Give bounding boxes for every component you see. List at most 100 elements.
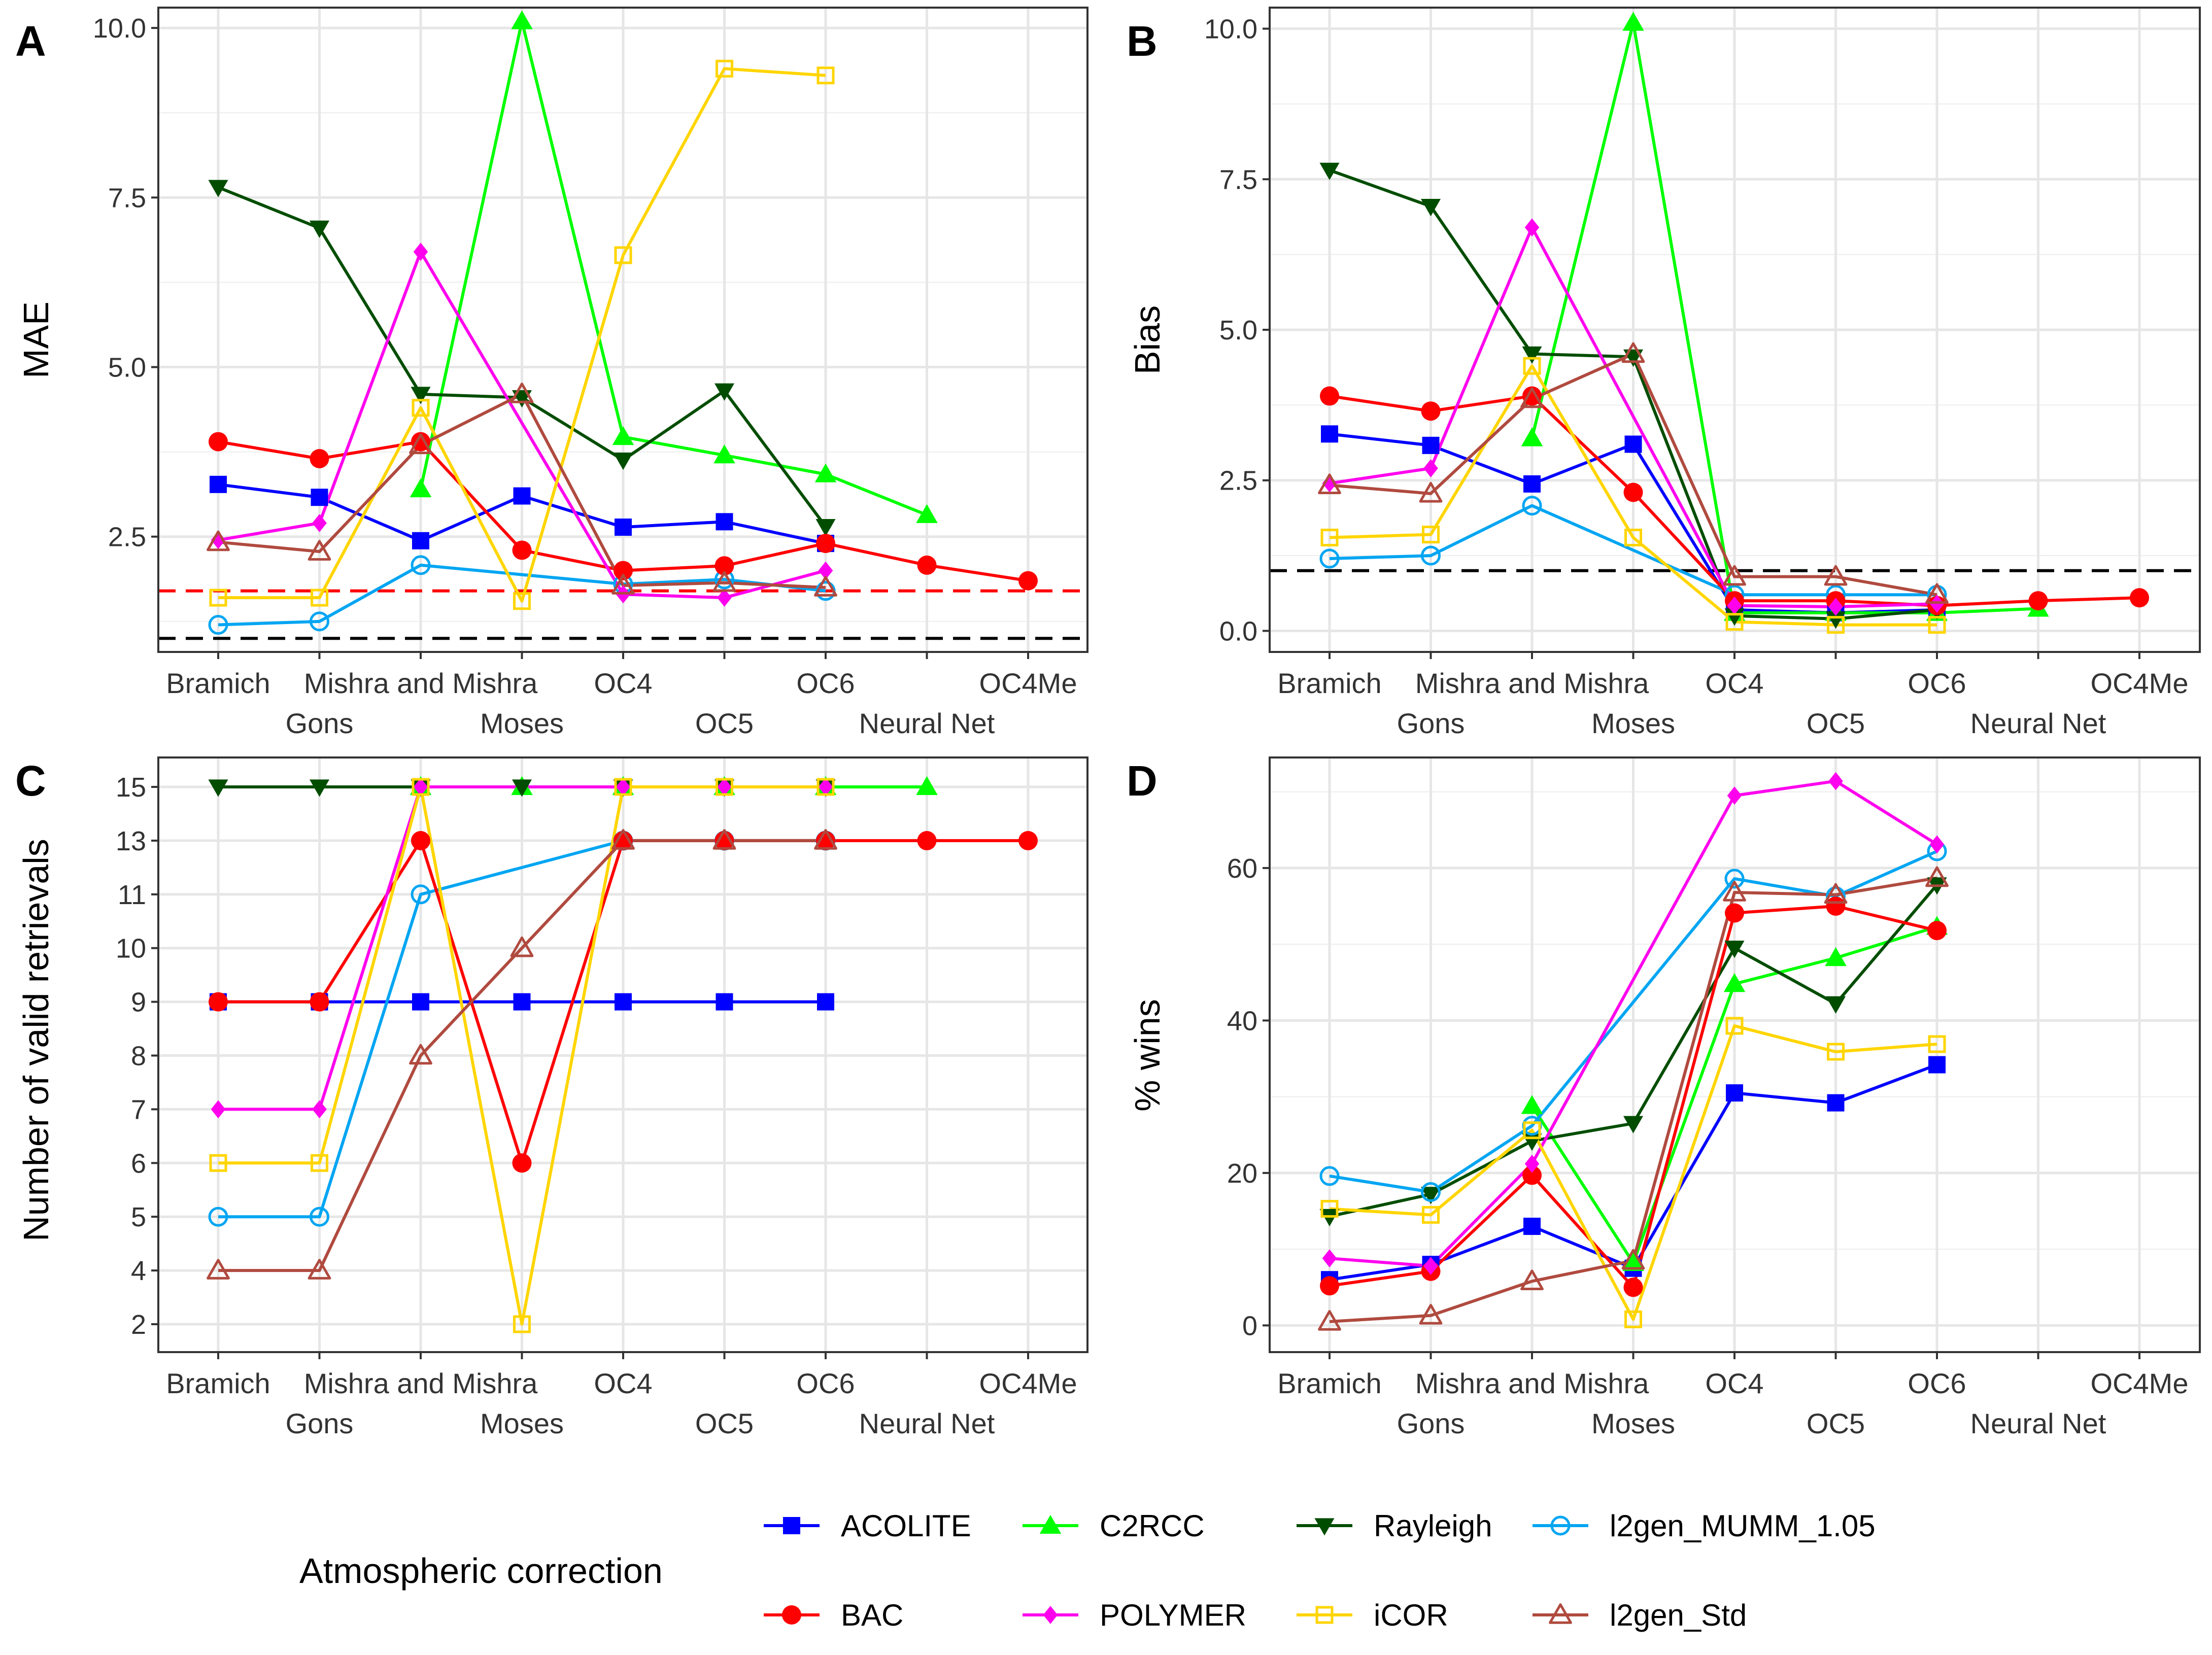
panel-d-point-bac (1927, 921, 1947, 941)
panel-d-point-l2gen-std (1419, 1303, 1443, 1325)
panel-d-point-polymer (1929, 835, 1945, 854)
panel-b-y-tick-label: 5.0 (1219, 315, 1257, 346)
panel-c-y-tick-label: 15 (116, 772, 146, 803)
panel-c-x-tick-label: Neural Net (859, 1407, 995, 1439)
panel-d-point-l2gen-std (1621, 1249, 1645, 1270)
panel-b-x-tick-label: Mishra and Mishra (1415, 667, 1649, 699)
panel-b-point-acolite (1422, 436, 1440, 454)
legend-label-acolite: ACOLITE (841, 1509, 971, 1543)
panel-a-point-acolite (513, 487, 531, 505)
panel-b-y-tick-label: 2.5 (1219, 466, 1257, 496)
panel-b-point-l2gen-mumm-1-05 (1421, 545, 1441, 566)
y-axis-title-d: % wins (1128, 999, 1167, 1112)
panel-c-point-acolite (716, 993, 733, 1011)
y-axis-title-b: Bias (1128, 305, 1167, 374)
panel-c-y-tick-label: 11 (118, 880, 146, 910)
legend-label-c2rcc: C2RCC (1100, 1509, 1205, 1543)
panel-a-x-tick-label: Moses (480, 707, 564, 739)
panel-a-point-icor (513, 592, 531, 610)
panel-c-y-tick-label: 9 (131, 987, 146, 1018)
panel-a-point-acolite (311, 489, 328, 506)
panel-b-point-bac (1320, 386, 1339, 406)
panel-d-point-icor (1320, 1200, 1339, 1218)
panel-d-plot: 0 20 40 60 Bramich Gons Mishra and Mishra Moses… (1227, 756, 2201, 1439)
panel-a-point-l2gen-std (207, 530, 230, 551)
panel-a-line-icor (218, 67, 826, 603)
panel-a-point-bac (614, 561, 633, 580)
panel-c-point-icor (816, 778, 835, 796)
panel-a-point-rayleigh (815, 519, 836, 537)
panel-d-point-bac (1826, 897, 1846, 916)
panel-b-point-l2gen-std (1318, 473, 1341, 495)
panel-c-point-l2gen-mumm-1-05 (208, 1206, 228, 1227)
legend-key-marker-l2gen-mumm-1-05 (1550, 1515, 1571, 1536)
panel-a-x-tick-label: OC5 (695, 707, 754, 739)
panel-a-x-tick-label: Neural Net (859, 707, 995, 739)
panel-c-point-l2gen-std (814, 829, 837, 850)
panel-d-point-acolite (1928, 1056, 1946, 1074)
legend-label-l2gen-mumm-1-05: l2gen_MUMM_1.05 (1610, 1509, 1876, 1543)
panel-d-x-tick-label: OC5 (1807, 1407, 1865, 1439)
panel-a-point-bac (411, 432, 430, 452)
panel-c-y-tick-label: 13 (116, 826, 146, 856)
panel-d-y-tick-label: 20 (1227, 1158, 1257, 1189)
legend-item-icor: iCOR (1297, 1598, 1448, 1632)
panel-c-plot: 2 4 5 6 7 8 9 10 11 13 15 Bramich Gons Mishra and Mis… (116, 756, 1088, 1439)
legend-item-polymer: POLYMER (1023, 1598, 1246, 1632)
panel-a-point-bac (816, 534, 835, 554)
panel-d-point-bac (1725, 903, 1744, 923)
panel-a-point-c2rcc (612, 426, 634, 445)
legend-items: ACOLITE C2RCC Rayleigh l2gen_MUMM_1.05 BAC PO… (764, 1509, 1876, 1632)
panel-c-point-icor (412, 778, 430, 796)
panel-a-point-rayleigh (714, 383, 735, 401)
panel-b-point-c2rcc (1622, 12, 1644, 31)
legend-key-marker-acolite (783, 1517, 800, 1534)
panel-b-point-bac (1623, 482, 1643, 502)
legend-item-rayleigh: Rayleigh (1297, 1509, 1492, 1543)
panel-a-y-tick-label: 5.0 (108, 353, 146, 383)
panel-b-point-l2gen-std (1419, 481, 1443, 503)
panel-b-y-tick-label: 0.0 (1219, 616, 1257, 646)
panel-d-point-icor (1725, 1017, 1744, 1035)
panel-c-x-tick-label: Gons (286, 1407, 354, 1439)
panel-c-x-tick-label: Mishra and Mishra (304, 1367, 538, 1399)
panel-a-line-polymer (218, 250, 826, 600)
panel-d-point-c2rcc (1622, 1252, 1644, 1271)
panel-a-plot: 2.5 5.0 7.5 10.0 Bramich Gons Mishra and Mishr… (93, 7, 1088, 739)
panel-d-point-polymer (1727, 786, 1742, 805)
legend-key-marker-c2rcc (1039, 1514, 1062, 1534)
panel-a-point-bac (209, 432, 228, 452)
panel-letter-b: B (1127, 17, 1158, 65)
panel-b-point-icor (1422, 526, 1440, 544)
panel-a-point-rayleigh (613, 453, 633, 470)
panel-a-x-tick-label: OC4 (594, 667, 652, 699)
panel-a-point-bac (310, 449, 329, 468)
panel-b-x-tick-label: Moses (1591, 707, 1675, 739)
panel-a-point-rayleigh (309, 220, 330, 238)
panel-d-point-icor (1624, 1310, 1642, 1328)
panel-a-point-l2gen-std (409, 433, 432, 455)
panel-d-point-bac (1320, 1276, 1339, 1296)
panel-d-point-icor (1827, 1043, 1845, 1061)
panel-b-point-acolite (1321, 425, 1338, 443)
legend-item-bac: BAC (764, 1598, 903, 1632)
panel-b-point-icor (1725, 613, 1744, 631)
panel-a-x-tick-label: OC6 (796, 667, 855, 699)
panel-a-point-icor (716, 59, 733, 78)
panel-c-point-bac (209, 992, 228, 1012)
panel-a-y-tick-label: 10.0 (93, 13, 146, 44)
panel-d-point-rayleigh (1420, 1187, 1441, 1204)
panel-a-point-acolite (716, 513, 733, 531)
panel-a-point-l2gen-mumm-1-05 (411, 555, 431, 575)
panel-a-point-acolite (210, 475, 227, 493)
panel-a-point-l2gen-mumm-1-05 (310, 611, 329, 632)
panel-d-point-icor (1523, 1121, 1541, 1140)
panel-b-x-tick-label: OC4Me (2091, 667, 2189, 699)
panel-c-y-tick-label: 10 (116, 934, 146, 964)
panel-c-x-tick-label: OC5 (695, 1407, 754, 1439)
panel-c-point-icor (209, 1154, 227, 1172)
legend-item-l2gen-mumm-1-05: l2gen_MUMM_1.05 (1533, 1509, 1876, 1543)
panel-d-point-c2rcc (1825, 947, 1847, 967)
panel-d-point-l2gen-std (1520, 1269, 1544, 1291)
panel-b-point-polymer (1524, 218, 1540, 237)
